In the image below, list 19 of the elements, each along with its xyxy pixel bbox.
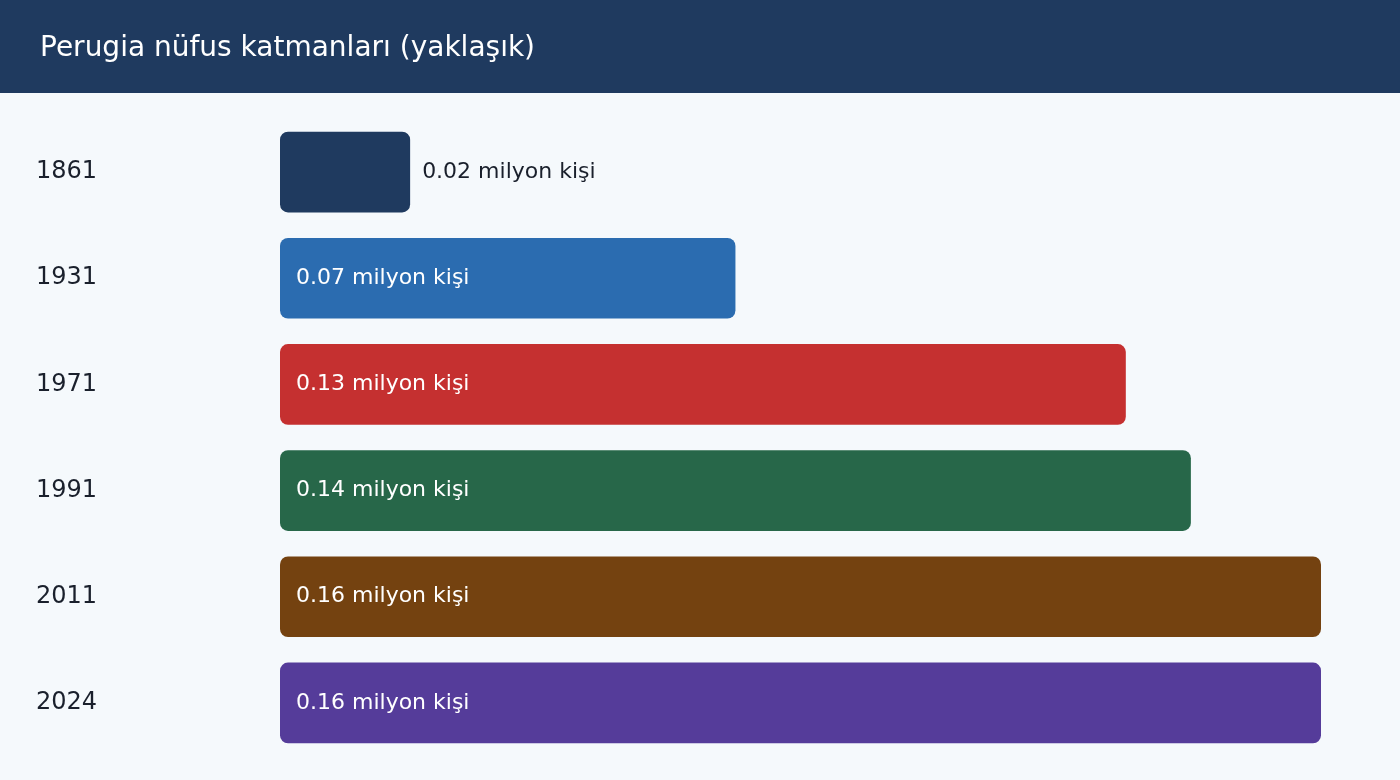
chart-title: Perugia nüfus katmanları (yaklaşık) xyxy=(40,30,536,63)
data-label: 0.07 milyon kişi xyxy=(296,263,470,289)
y-tick-label: 1991 xyxy=(36,474,98,503)
data-label: 0.13 milyon kişi xyxy=(296,370,470,396)
data-label: 0.14 milyon kişi xyxy=(296,476,470,502)
bar xyxy=(280,344,1126,425)
y-tick-label: 2024 xyxy=(36,687,98,716)
y-tick-label: 1971 xyxy=(36,368,98,397)
bar xyxy=(280,450,1191,531)
y-tick-label: 1861 xyxy=(36,156,98,185)
y-tick-label: 1931 xyxy=(36,262,98,291)
y-tick-label: 2011 xyxy=(36,580,98,609)
bar xyxy=(280,662,1321,744)
data-label: 0.02 milyon kişi xyxy=(422,157,596,183)
bar xyxy=(280,556,1321,638)
data-label: 0.16 milyon kişi xyxy=(296,688,470,714)
data-label: 0.16 milyon kişi xyxy=(296,582,470,608)
bar xyxy=(280,237,736,319)
bar xyxy=(280,131,411,213)
